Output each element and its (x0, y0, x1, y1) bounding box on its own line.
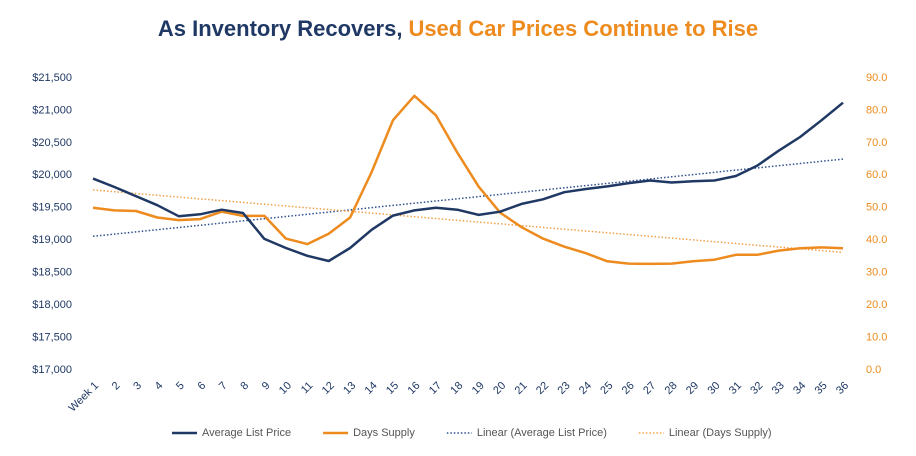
x-tick-label: 16 (405, 380, 422, 397)
x-tick-label: 2 (110, 380, 123, 393)
x-tick-label: Week 1 (66, 380, 101, 415)
x-tick-label: 34 (791, 380, 808, 397)
x-tick-label: 35 (813, 380, 830, 397)
y2-tick-label: 80.0 (866, 104, 887, 116)
x-tick-label: 11 (299, 380, 316, 397)
y-tick-label: $21,000 (32, 104, 72, 116)
x-tick-label: 4 (153, 380, 166, 393)
y2-tick-label: 60.0 (866, 169, 887, 181)
x-tick-label: 31 (727, 380, 744, 397)
legend-label: Days Supply (353, 427, 415, 439)
legend-label: Average List Price (202, 427, 291, 439)
x-tick-label: 23 (555, 380, 572, 397)
x-tick-label: 9 (260, 380, 273, 393)
series-line (92, 94, 844, 266)
x-tick-label: 15 (384, 380, 401, 397)
title-part: Used Car Prices Continue to Rise (408, 16, 758, 41)
x-tick-label: 10 (277, 380, 294, 397)
y-tick-label: $20,000 (32, 169, 72, 181)
chart-title: As Inventory Recovers, Used Car Prices Co… (158, 16, 758, 41)
x-tick-label: 5 (174, 380, 187, 393)
y-tick-label: $20,500 (32, 137, 72, 149)
y-tick-label: $19,500 (32, 202, 72, 214)
x-tick-label: 28 (663, 380, 680, 397)
series-line (92, 101, 844, 263)
x-tick-label: 6 (196, 380, 209, 393)
y-tick-label: $17,500 (32, 331, 72, 343)
x-tick-label: 26 (620, 380, 637, 397)
x-tick-label: 13 (341, 380, 358, 397)
y2-tick-label: 90.0 (866, 72, 887, 84)
x-tick-label: 30 (705, 380, 722, 397)
x-tick-label: 14 (363, 380, 380, 397)
x-tick-label: 24 (577, 380, 594, 397)
x-tick-label: 19 (470, 380, 487, 397)
y2-tick-label: 20.0 (866, 299, 887, 311)
x-tick-label: 17 (427, 380, 444, 397)
legend-label: Linear (Average List Price) (477, 427, 607, 439)
series-line (92, 189, 844, 254)
x-tick-label: 32 (748, 380, 765, 397)
x-tick-label: 7 (217, 380, 230, 393)
y2-tick-label: 10.0 (866, 331, 887, 343)
x-tick-label: 8 (238, 380, 251, 393)
x-tick-label: 33 (770, 380, 787, 397)
x-tick-label: 27 (641, 380, 658, 397)
y-tick-label: $19,000 (32, 234, 72, 246)
y2-tick-label: 70.0 (866, 137, 887, 149)
title-part: As Inventory Recovers, (158, 16, 403, 41)
y2-tick-label: 40.0 (866, 234, 887, 246)
y-tick-label: $18,500 (32, 267, 72, 279)
x-tick-label: 22 (534, 380, 551, 397)
x-tick-label: 12 (320, 380, 337, 397)
y-tick-label: $18,000 (32, 299, 72, 311)
x-tick-label: 18 (448, 380, 465, 397)
y2-tick-label: 50.0 (866, 202, 887, 214)
legend-label: Linear (Days Supply) (669, 427, 772, 439)
y2-tick-label: 30.0 (866, 267, 887, 279)
x-tick-label: 3 (131, 380, 144, 393)
y-tick-label: $21,500 (32, 72, 72, 84)
x-tick-label: 20 (491, 380, 508, 397)
x-tick-label: 21 (513, 380, 530, 397)
x-tick-label: 25 (598, 380, 615, 397)
x-tick-label: 29 (684, 380, 701, 397)
y2-tick-label: 0.0 (866, 364, 881, 376)
y-tick-label: $17,000 (32, 364, 72, 376)
x-tick-label: 36 (834, 380, 851, 397)
